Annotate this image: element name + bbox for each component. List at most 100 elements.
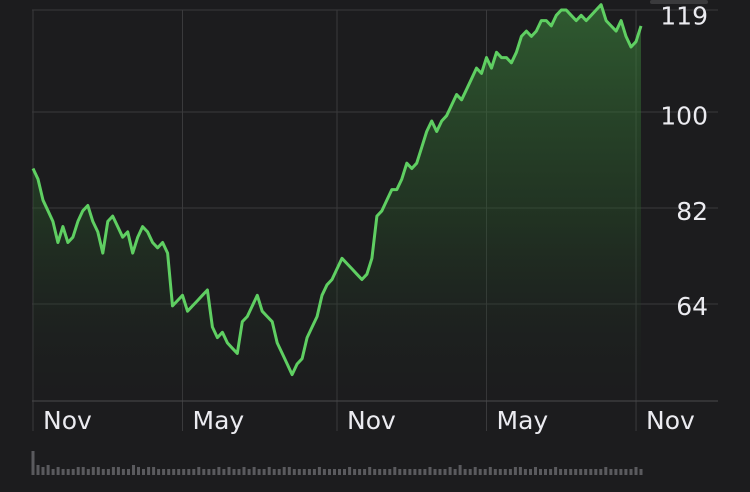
volume-bar bbox=[403, 469, 407, 475]
volume-bar bbox=[121, 469, 125, 475]
x-tick-label: Nov bbox=[347, 406, 396, 435]
volume-bar bbox=[172, 469, 176, 475]
volume-bar bbox=[599, 469, 603, 475]
volume-bar bbox=[101, 469, 105, 475]
volume-bar bbox=[242, 467, 246, 475]
volume-bar bbox=[569, 469, 573, 475]
volume-bar bbox=[282, 467, 286, 475]
volume-bar bbox=[257, 469, 261, 475]
volume-bar bbox=[312, 469, 316, 475]
volume-bar bbox=[157, 469, 161, 475]
volume-bar bbox=[423, 469, 427, 475]
volume-bar bbox=[478, 469, 482, 475]
volume-bar bbox=[448, 467, 452, 475]
volume-bar bbox=[428, 467, 432, 475]
volume-bar bbox=[328, 469, 331, 475]
volume-bar bbox=[46, 465, 50, 475]
volume-bar bbox=[544, 469, 547, 475]
volume-bar bbox=[353, 469, 357, 475]
volume-bar bbox=[106, 469, 110, 475]
volume-bar bbox=[534, 467, 537, 475]
volume-bar bbox=[177, 469, 181, 475]
volume-bar bbox=[187, 469, 191, 475]
volume-bar bbox=[488, 467, 492, 475]
volume-bar bbox=[36, 465, 40, 475]
volume-bar bbox=[503, 469, 507, 475]
volume-bar bbox=[513, 467, 517, 475]
volume-bar bbox=[182, 469, 186, 475]
volume-bar bbox=[71, 469, 75, 475]
volume-bar bbox=[162, 469, 166, 475]
volume-bar bbox=[192, 469, 196, 475]
x-tick-label: May bbox=[497, 406, 549, 435]
volume-bar bbox=[317, 467, 321, 475]
price-line bbox=[31, 3, 643, 377]
volume-bar bbox=[398, 469, 402, 475]
volume-bar bbox=[393, 467, 397, 475]
volume-bar bbox=[302, 469, 306, 475]
volume-bar bbox=[619, 469, 623, 475]
volume-bar bbox=[51, 469, 55, 475]
volume-bar bbox=[207, 469, 211, 475]
volume-bar bbox=[222, 469, 226, 475]
volume-bar bbox=[237, 469, 241, 475]
volume-bar bbox=[333, 469, 336, 475]
volume-bar bbox=[523, 469, 527, 475]
volume-bar bbox=[96, 467, 100, 475]
volume-bar bbox=[418, 469, 422, 475]
volume-bar bbox=[197, 467, 201, 475]
x-tick-label: May bbox=[193, 406, 245, 435]
volume-bar bbox=[433, 469, 437, 475]
volume-bar bbox=[413, 469, 417, 475]
volume-bar bbox=[408, 469, 412, 475]
volume-bar bbox=[473, 467, 477, 475]
volume-bar bbox=[549, 469, 553, 475]
y-tick-label: 64 bbox=[676, 292, 708, 321]
volume-bar bbox=[91, 467, 95, 475]
volume-bar bbox=[584, 469, 588, 475]
volume-bar bbox=[272, 469, 276, 475]
volume-bar bbox=[212, 469, 216, 475]
volume-bar bbox=[343, 469, 346, 475]
volume-bar bbox=[453, 469, 457, 475]
volume-bar bbox=[202, 469, 206, 475]
volume-bar bbox=[363, 469, 367, 475]
volume-bar bbox=[574, 469, 578, 475]
volume-bar bbox=[86, 469, 90, 475]
volume-bar bbox=[579, 469, 583, 475]
volume-bar bbox=[529, 469, 532, 475]
volume-bar bbox=[609, 469, 613, 475]
volume-bar bbox=[297, 469, 301, 475]
volume-bar bbox=[348, 467, 352, 475]
volume-bar bbox=[227, 467, 231, 475]
volume-bar bbox=[539, 469, 542, 475]
volume-bar bbox=[56, 467, 60, 475]
volume-bar bbox=[508, 469, 512, 475]
volume-bar bbox=[368, 467, 372, 475]
volume-bar bbox=[559, 469, 563, 475]
volume-bar bbox=[267, 467, 271, 475]
volume-bar bbox=[443, 469, 447, 475]
volume-bar bbox=[262, 469, 266, 475]
volume-bar bbox=[554, 467, 558, 475]
volume-bar bbox=[277, 469, 281, 475]
volume-bar bbox=[66, 469, 70, 475]
volume-bar bbox=[322, 469, 326, 475]
volume-bar bbox=[629, 469, 633, 475]
volume-bar bbox=[378, 469, 382, 475]
volume-bar bbox=[338, 469, 341, 475]
volume-bar bbox=[498, 469, 502, 475]
volume-bar bbox=[132, 465, 135, 475]
volume-bar bbox=[81, 467, 85, 475]
x-tick-label: Nov bbox=[43, 406, 92, 435]
volume-bar bbox=[483, 469, 487, 475]
x-tick-label: Nov bbox=[646, 406, 695, 435]
price-area bbox=[33, 4, 641, 401]
volume-bar bbox=[31, 451, 35, 475]
volume-bar bbox=[127, 469, 130, 475]
volume-bar bbox=[624, 469, 628, 475]
volume-bar bbox=[252, 467, 256, 475]
y-tick-label: 82 bbox=[676, 197, 708, 226]
volume-bar bbox=[358, 469, 362, 475]
